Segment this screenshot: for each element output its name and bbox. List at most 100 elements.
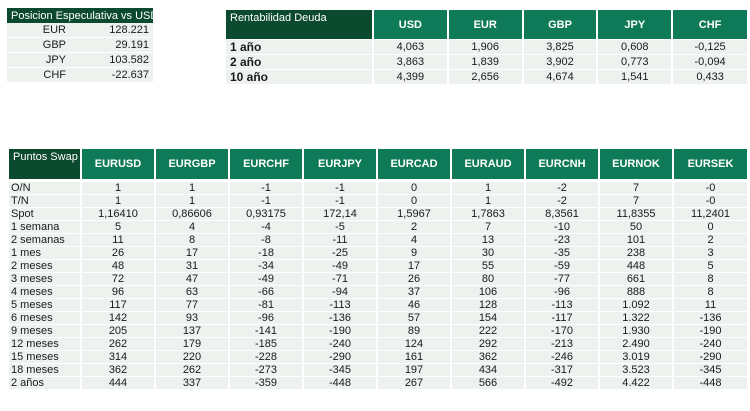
swap-value: -49 — [302, 259, 377, 273]
swap-value: 96 — [80, 285, 155, 299]
spacer-row — [9, 179, 747, 182]
swap-value: -141 — [228, 324, 303, 338]
spacer-cell — [673, 179, 747, 182]
swap-value: -25 — [302, 246, 377, 260]
swap-value: -1 — [302, 194, 377, 208]
position-value: -22.637 — [80, 67, 153, 83]
column-header: USD — [372, 10, 448, 40]
swap-value: 48 — [80, 259, 155, 273]
position-value: 29.191 — [80, 37, 153, 53]
swap-value: 55 — [450, 259, 525, 273]
swap-value: 124 — [376, 337, 451, 351]
column-header: EURCNH — [524, 149, 599, 179]
yield-value: -0,094 — [671, 54, 747, 70]
swap-value: 161 — [376, 350, 451, 364]
swap-row: 1 mes 26 17 -18 -25 9 30 -35 238 3 — [9, 246, 747, 260]
swap-value: 8 — [154, 233, 229, 247]
tenor-label: 18 meses — [9, 363, 81, 377]
column-header: EURSEK — [672, 149, 747, 179]
swap-value: 1,16410 — [80, 207, 155, 221]
swap-row: 3 meses 72 47 -49 -71 26 80 -77 661 8 — [9, 272, 747, 286]
swap-value: 1.322 — [598, 311, 673, 325]
swap-row: Spot 1,16410 0,86606 0,93175 172,14 1,5967 1,7… — [9, 207, 747, 221]
swap-row: 9 meses 205 137 -141 -190 89 222 -170 1.930 -190 — [9, 324, 747, 338]
posicion-row: GBP 29.191 — [7, 37, 153, 53]
swap-value: 106 — [450, 285, 525, 299]
swap-value: -10 — [524, 220, 599, 234]
spacer-cell — [303, 179, 377, 182]
swap-value: 1 — [450, 194, 525, 208]
tenor-label: 2 meses — [9, 259, 81, 273]
swap-value: -448 — [672, 376, 747, 389]
swap-value: 1 — [154, 181, 229, 195]
yield-value: 0,773 — [596, 54, 673, 70]
swap-value: 262 — [154, 363, 229, 377]
swap-value: -49 — [228, 272, 303, 286]
yield-value: 2,656 — [446, 69, 523, 84]
swap-value: -448 — [302, 376, 377, 389]
swap-value: 1 — [154, 194, 229, 208]
tenor-label: 2 semanas — [9, 233, 81, 247]
spacer-cell — [81, 179, 155, 182]
yield-value: 1,541 — [596, 69, 673, 84]
currency-label: GBP — [7, 37, 80, 53]
currency-label: CHF — [7, 67, 80, 83]
position-value: 128.221 — [80, 23, 153, 38]
tenor-label: Spot — [9, 207, 81, 221]
spacer-cell — [155, 179, 229, 182]
yield-value: 4,399 — [372, 69, 448, 84]
swap-value: 4 — [154, 220, 229, 234]
swap-value: -0 — [672, 194, 747, 208]
yield-value: 4,674 — [521, 69, 598, 84]
swap-value: -492 — [524, 376, 599, 389]
swap-value: -273 — [228, 363, 303, 377]
swap-value: -113 — [524, 298, 599, 312]
swap-value: 222 — [450, 324, 525, 338]
swap-value: 4.422 — [598, 376, 673, 389]
swap-value: 8,3561 — [524, 207, 599, 221]
rentabilidad-row: 1 año 4,063 1,906 3,825 0,608 -0,125 — [226, 39, 747, 55]
swap-value: 362 — [80, 363, 155, 377]
swap-value: 26 — [376, 272, 451, 286]
swap-row: O/N 1 1 -1 -1 0 1 -2 7 -0 — [9, 181, 747, 195]
swap-value: 292 — [450, 337, 525, 351]
swap-value: -71 — [302, 272, 377, 286]
swap-value: -59 — [524, 259, 599, 273]
column-header: EURCAD — [376, 149, 451, 179]
swap-value: 262 — [80, 337, 155, 351]
swap-value: -345 — [302, 363, 377, 377]
yield-value: 3,902 — [521, 54, 598, 70]
tenor-label: 3 meses — [9, 272, 81, 286]
yield-value: 0,608 — [596, 39, 673, 55]
swap-value: 128 — [450, 298, 525, 312]
swap-value: 8 — [672, 272, 747, 286]
swap-value: 337 — [154, 376, 229, 389]
swap-value: -317 — [524, 363, 599, 377]
swap-value: 0 — [672, 220, 747, 234]
swap-value: -190 — [302, 324, 377, 338]
swap-value: -290 — [302, 350, 377, 364]
posicion-row: EUR 128.221 — [7, 23, 153, 38]
swap-value: 11,2401 — [672, 207, 747, 221]
swap-value: 888 — [598, 285, 673, 299]
swap-value: 93 — [154, 311, 229, 325]
swap-value: 89 — [376, 324, 451, 338]
swap-value: -136 — [672, 311, 747, 325]
swap-value: 661 — [598, 272, 673, 286]
swap-row: T/N 1 1 -1 -1 0 1 -2 7 -0 — [9, 194, 747, 208]
swap-title: Puntos Swap — [9, 149, 81, 179]
swap-value: -96 — [228, 311, 303, 325]
tenor-label: 1 semana — [9, 220, 81, 234]
swap-value: -113 — [302, 298, 377, 312]
swap-value: 11,8355 — [598, 207, 673, 221]
swap-value: 31 — [154, 259, 229, 273]
swap-row: 2 semanas 11 8 -8 -11 4 13 -23 101 2 — [9, 233, 747, 247]
swap-value: 142 — [80, 311, 155, 325]
swap-value: 46 — [376, 298, 451, 312]
column-header: EURNOK — [598, 149, 673, 179]
swap-row: 2 meses 48 31 -34 -49 17 55 -59 448 5 — [9, 259, 747, 273]
swap-value: 26 — [80, 246, 155, 260]
swap-value: 72 — [80, 272, 155, 286]
swap-value: 3.019 — [598, 350, 673, 364]
currency-label: JPY — [7, 52, 80, 68]
